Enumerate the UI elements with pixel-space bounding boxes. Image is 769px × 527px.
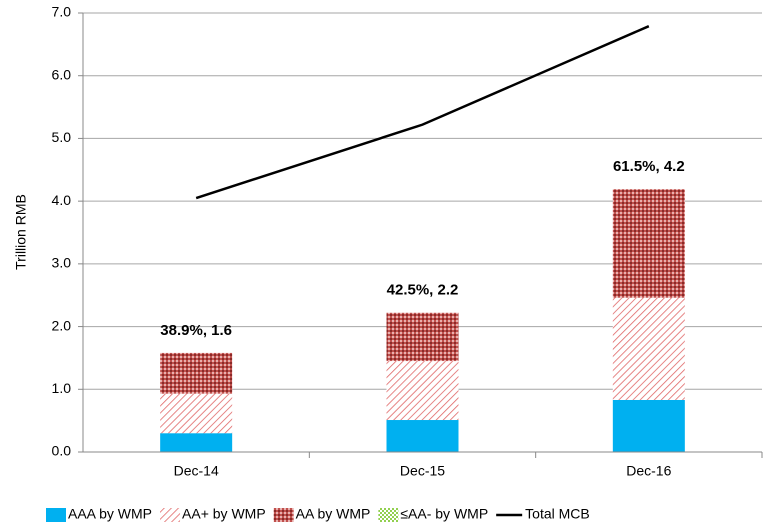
bar-segment [612, 189, 685, 298]
bar-segment [160, 393, 233, 434]
y-axis-title: Trillion RMB [13, 194, 29, 270]
y-tick-label: 2.0 [52, 317, 72, 333]
y-tick-label: 4.0 [52, 192, 72, 208]
legend-swatch [273, 508, 294, 522]
legend-swatch [160, 508, 181, 522]
annotation: 38.9%, 1.6 [160, 322, 232, 339]
y-tick-label: 1.0 [52, 380, 72, 396]
line-series [195, 25, 650, 200]
legend-label: AA+ by WMP [182, 506, 266, 522]
y-tick-label: 0.0 [52, 443, 72, 459]
bar-segment [160, 433, 233, 452]
legend-label: AAA by WMP [68, 506, 152, 522]
y-tick-label: 3.0 [52, 255, 72, 271]
x-tick-label: Dec-14 [174, 463, 219, 479]
x-tick-label: Dec-16 [626, 463, 671, 479]
y-tick-label: 5.0 [52, 129, 72, 145]
legend-label: ≤AA- by WMP [400, 506, 488, 522]
y-tick-label: 6.0 [52, 66, 72, 82]
bar-segment [160, 352, 233, 394]
bar-segment [612, 399, 685, 452]
bar-segment [612, 297, 685, 400]
bar-segment [386, 312, 459, 362]
annotation: 61.5%, 4.2 [613, 158, 685, 175]
bar-segment [386, 361, 459, 421]
bar-segment [386, 420, 459, 452]
y-tick-label: 7.0 [52, 4, 72, 20]
legend-swatch [378, 508, 399, 522]
legend-label: AA by WMP [296, 506, 371, 522]
legend-label: Total MCB [525, 506, 590, 522]
annotation: 42.5%, 2.2 [387, 282, 459, 299]
legend-swatch [46, 508, 66, 522]
x-tick-label: Dec-15 [400, 463, 445, 479]
